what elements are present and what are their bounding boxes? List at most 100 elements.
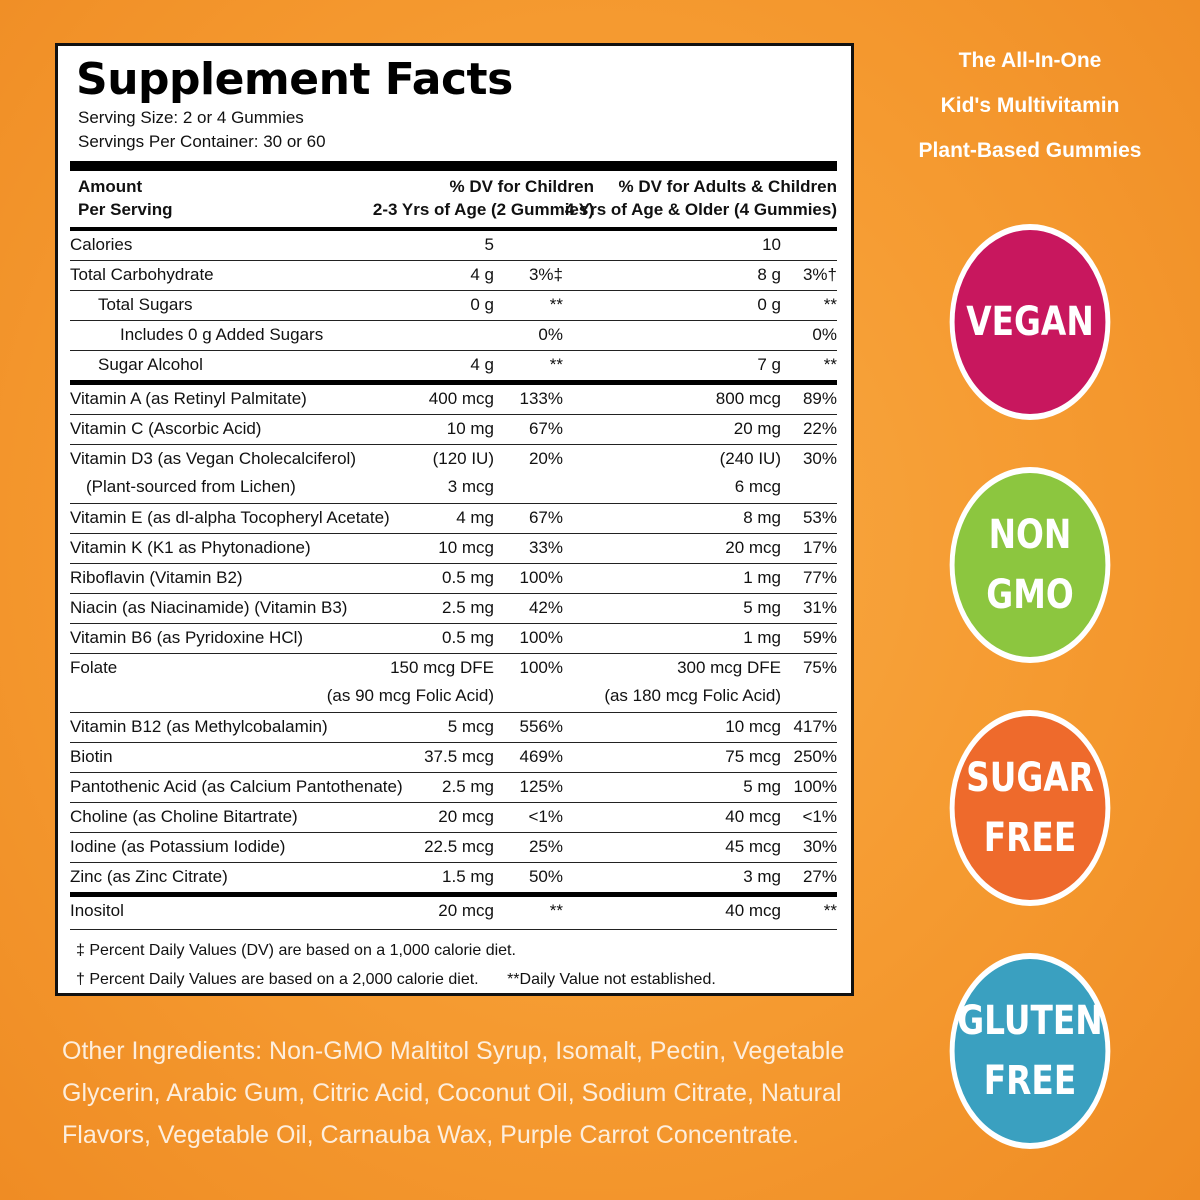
nutrient-row: Vitamin D3 (as Vegan Cholecalciferol) (Pl… — [70, 445, 837, 504]
nutrient-row: Choline (as Choline Bitartrate) 20 mcg <1%… — [70, 803, 837, 833]
product-tagline: The All-In-One Kid's Multivitamin Plant-… — [880, 38, 1180, 173]
nutrient-row: Folate 150 mcg DFE (as 90 mcg Folic Acid) 1… — [70, 654, 837, 713]
adult-dv: 100% — [793, 777, 837, 796]
non-gmo-badge-line2: GMO — [986, 572, 1074, 618]
adult-dv: ** — [823, 355, 837, 374]
child-dv: ** — [549, 355, 563, 374]
child-amount: 22.5 mcg — [424, 837, 494, 856]
other-ingredients: Other Ingredients: Non-GMO Maltitol Syru… — [62, 1037, 845, 1149]
adult-amount: 20 mg — [733, 419, 781, 438]
adult-amount: 1 mg — [743, 568, 781, 587]
nutrient-name: Folate — [70, 658, 118, 677]
nutrient-row: Biotin 37.5 mcg 469% 75 mcg 250% — [70, 743, 837, 773]
child-amount: 10 mg — [446, 419, 494, 438]
nutrient-row: Riboflavin (Vitamin B2) 0.5 mg 100% 1 mg 77% — [70, 564, 837, 594]
nutrient-name: Choline (as Choline Bitartrate) — [70, 807, 298, 826]
adult-amount-detail: 6 mcg — [734, 477, 781, 496]
footnote-2000-calorie: † Percent Daily Values are based on a 2,… — [76, 965, 837, 994]
child-amount: 0.5 mg — [442, 628, 494, 647]
nutrient-name: Vitamin A (as Retinyl Palmitate) — [70, 389, 307, 408]
adult-dv: 22% — [802, 419, 837, 438]
adults-header-line2: 4 Yrs of Age & Older (4 Gummies) — [564, 200, 837, 219]
adult-dv: 53% — [802, 508, 837, 527]
child-amount: 150 mcg DFE — [390, 658, 494, 677]
nutrient-row: Total Sugars 0 g ** 0 g ** — [70, 291, 837, 321]
nutrient-name: Iodine (as Potassium Iodide) — [70, 837, 286, 856]
thick-divider — [70, 161, 837, 171]
gluten-free-badge-line2: FREE — [983, 1058, 1077, 1104]
sugar-free-badge: SUGAR FREE — [949, 710, 1111, 906]
adult-dv: 89% — [802, 389, 837, 408]
footnotes: ‡ Percent Daily Values (DV) are based on… — [76, 936, 837, 994]
adult-dv: 17% — [802, 538, 837, 557]
nutrient-name: Total Sugars — [98, 295, 193, 314]
nutrient-row: Vitamin E (as dl-alpha Tocopheryl Acetat… — [70, 504, 837, 534]
child-dv: <1% — [528, 807, 564, 826]
footnote-2000-text: † Percent Daily Values are based on a 2,… — [76, 971, 479, 988]
adult-amount: 20 mcg — [725, 538, 781, 557]
child-amount: (120 IU) — [432, 449, 494, 468]
adult-amount: 40 mcg — [725, 901, 781, 920]
amount-header-line1: Amount — [78, 177, 143, 196]
child-amount: 1.5 mg — [442, 867, 494, 886]
nutrient-row: Vitamin K (K1 as Phytonadione) 10 mcg 33% 2… — [70, 534, 837, 564]
adult-amount: 8 mg — [743, 508, 781, 527]
adult-amount: 5 mg — [743, 777, 781, 796]
adult-dv: 59% — [802, 628, 837, 647]
child-dv: 556% — [519, 717, 563, 736]
child-dv: 20% — [528, 449, 563, 468]
adult-amount: 10 mcg — [725, 717, 781, 736]
nutrient-row: Includes 0 g Added Sugars 0% 0% — [70, 321, 837, 351]
amount-header-line2: Per Serving — [78, 200, 173, 219]
gluten-free-badge: GLUTEN FREE — [949, 953, 1111, 1149]
adult-dv: 3%† — [802, 265, 837, 284]
nutrient-name: Sugar Alcohol — [98, 355, 203, 374]
nutrient-row: Vitamin B12 (as Methylcobalamin) 5 mcg 556… — [70, 713, 837, 743]
gluten-free-badge-line1: GLUTEN — [957, 998, 1103, 1044]
sugar-free-badge-line1: SUGAR — [966, 755, 1094, 801]
adult-amount: 8 g — [757, 265, 781, 284]
child-dv: ** — [549, 295, 563, 314]
nutrient-row: Calories 5 10 — [70, 231, 837, 261]
nutrient-name: Total Carbohydrate — [70, 265, 214, 284]
child-amount: 20 mcg — [438, 807, 494, 826]
nutrient-row: Pantothenic Acid (as Calcium Pantothenat… — [70, 773, 837, 803]
nutrient-name: Zinc (as Zinc Citrate) — [70, 867, 228, 886]
adults-header: % DV for Adults & Children 4 Yrs of Age … — [565, 175, 837, 221]
nutrient-name: Niacin (as Niacinamide) (Vitamin B3) — [70, 598, 348, 617]
header-divider — [70, 227, 837, 231]
child-amount: 37.5 mcg — [424, 747, 494, 766]
tagline-line3: Plant-Based Gummies — [918, 139, 1142, 162]
amount-header: Amount Per Serving — [78, 175, 173, 221]
servings-per-container: Servings Per Container: 30 or 60 — [78, 132, 326, 151]
adult-dv: <1% — [802, 807, 838, 826]
nutrient-name: Includes 0 g Added Sugars — [120, 325, 324, 344]
adult-amount: 7 g — [757, 355, 781, 374]
non-gmo-badge: NON GMO — [949, 467, 1111, 663]
child-amount: 2.5 mg — [442, 598, 494, 617]
column-header: Amount Per Serving % DV for Children 2-3… — [70, 175, 837, 227]
nutrient-row: Iodine (as Potassium Iodide) 22.5 mcg 25% 4… — [70, 833, 837, 863]
supplement-facts-label: Supplement Facts Serving Size: 2 or 4 Gu… — [55, 43, 854, 996]
child-amount-detail: 3 mcg — [447, 477, 494, 496]
child-amount: 2.5 mg — [442, 777, 494, 796]
nutrient-name: Vitamin D3 (as Vegan Cholecalciferol) — [70, 449, 356, 468]
nutrient-row: Inositol 20 mcg ** 40 mcg ** — [70, 897, 837, 930]
serving-size: Serving Size: 2 or 4 Gummies — [78, 108, 304, 127]
adult-amount: 0 g — [757, 295, 781, 314]
vegan-badge: VEGAN — [949, 224, 1111, 420]
adult-amount: 1 mg — [743, 628, 781, 647]
nutrient-row: Sugar Alcohol 4 g ** 7 g ** — [70, 351, 837, 385]
adult-amount: (240 IU) — [719, 449, 781, 468]
nutrient-name: Vitamin E (as dl-alpha Tocopheryl Acetat… — [70, 508, 390, 527]
adult-dv: 27% — [802, 867, 837, 886]
nutrient-row: Vitamin A (as Retinyl Palmitate) 400 mcg 1… — [70, 385, 837, 415]
adult-amount: 40 mcg — [725, 807, 781, 826]
child-dv: 67% — [528, 419, 563, 438]
child-amount: 4 g — [470, 355, 494, 374]
child-dv: 50% — [528, 867, 563, 886]
child-dv: 469% — [519, 747, 563, 766]
nutrient-name: Vitamin B6 (as Pyridoxine HCl) — [70, 628, 304, 647]
child-dv: 25% — [528, 837, 563, 856]
child-dv: ** — [549, 901, 563, 920]
